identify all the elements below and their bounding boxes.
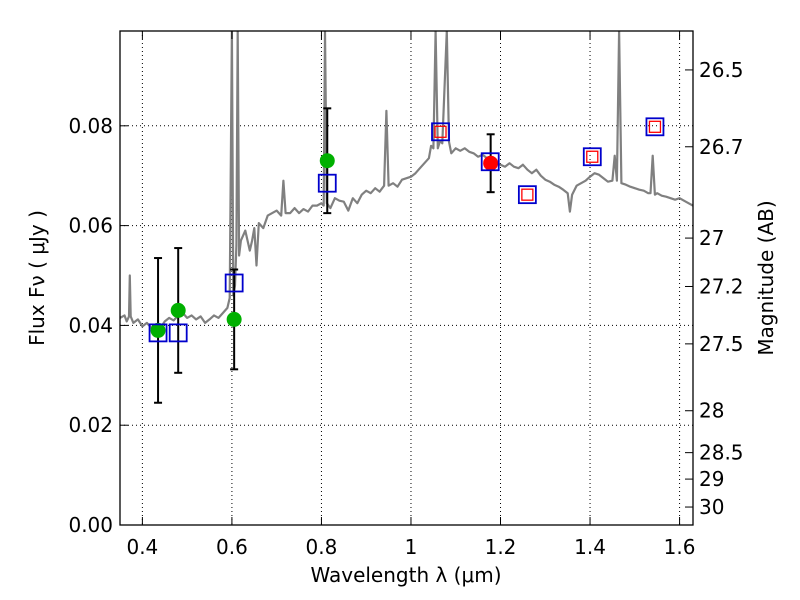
small-square <box>586 150 599 163</box>
plot-area <box>120 31 693 404</box>
mag-tick-label: 26.7 <box>699 135 744 159</box>
mag-tick-label: 27.2 <box>699 274 744 298</box>
mag-tick-label: 28 <box>699 399 724 423</box>
mag-tick-label: 27 <box>699 226 724 250</box>
data-point <box>483 155 499 171</box>
grid <box>120 31 693 525</box>
y-tick-label: 0.06 <box>68 214 113 238</box>
x-tick-label: 1.6 <box>664 535 696 559</box>
mag-tick-label: 29 <box>699 467 724 491</box>
small-square <box>648 120 662 133</box>
data-point <box>170 302 186 318</box>
data-point <box>150 322 166 338</box>
plot-frame <box>119 30 694 526</box>
x-tick-label: 0.4 <box>126 535 158 559</box>
model-square <box>224 273 244 293</box>
model-square <box>582 147 602 167</box>
y-tick-label: 0.08 <box>68 114 113 138</box>
data-point <box>226 311 242 327</box>
x-tick-label: 1 <box>405 535 418 559</box>
x-tick-label: 0.8 <box>306 535 338 559</box>
y-axis-label-left: Flux Fν ( μJy ) <box>25 210 49 346</box>
model-square <box>317 173 337 193</box>
model-square <box>517 185 537 205</box>
spectrum-line <box>120 31 693 329</box>
y-tick-label: 0.02 <box>68 413 113 437</box>
y-tick-label: 0.00 <box>68 513 113 537</box>
mag-tick-label: 26.5 <box>699 58 744 82</box>
model-square <box>148 323 168 343</box>
small-square <box>434 125 447 138</box>
model-square <box>480 152 500 172</box>
small-square <box>521 188 534 201</box>
y-axis-label-right: Magnitude (AB) <box>754 200 778 355</box>
model-square <box>645 117 665 137</box>
x-axis-label: Wavelength λ (μm) <box>310 563 501 587</box>
mag-tick-label: 30 <box>699 495 724 519</box>
data-point <box>319 153 335 169</box>
y-tick-label: 0.04 <box>68 313 113 337</box>
model-square <box>431 122 450 142</box>
mag-tick-label: 28.5 <box>699 441 744 465</box>
x-tick-label: 1.4 <box>574 535 606 559</box>
x-tick-label: 1.2 <box>485 535 517 559</box>
ticks: 0.4 0.6 0.8 1 1.2 1.4 1.6 0.00 0.02 0.04 0.06 0.08 2… <box>68 31 744 559</box>
mag-tick-label: 27.5 <box>699 332 744 356</box>
model-square <box>168 323 188 343</box>
x-tick-label: 0.6 <box>216 535 248 559</box>
